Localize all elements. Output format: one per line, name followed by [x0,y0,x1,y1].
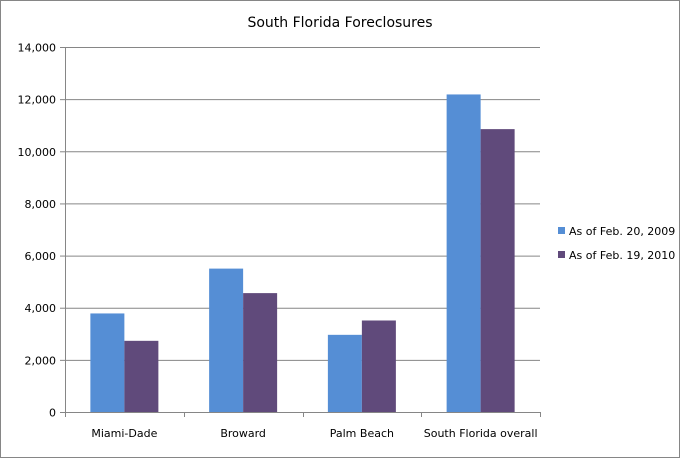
legend-label: As of Feb. 19, 2010 [569,249,675,262]
y-tick-label: 14,000 [18,42,57,55]
bar-miami-dade-series-2 [124,340,159,412]
x-category-label: Broward [220,427,266,440]
bar-south-florida-overall-series-2 [480,129,515,412]
x-category-label: Miami-Dade [91,427,157,440]
bar-south-florida-overall-series-1 [446,94,481,412]
y-tick-label: 10,000 [18,146,57,159]
y-tick-label: 0 [49,407,56,420]
y-tick-label: 12,000 [18,94,57,107]
y-tick-label: 6,000 [25,250,57,263]
chart-title: South Florida Foreclosures [247,15,432,31]
bar-palm-beach-series-1 [327,334,362,412]
x-axis: Miami-Dade Broward Palm Beach South Florida… [60,412,541,440]
legend-swatch [558,251,565,258]
y-axis: 0 2,000 4,000 6,000 8,000 10,000 12,000 14,000 [18,42,66,420]
bars [90,94,515,412]
bar-broward-series-2 [243,293,278,412]
bar-miami-dade-series-1 [90,313,125,412]
legend: As of Feb. 20, 2009 As of Feb. 19, 2010 [558,225,675,262]
y-tick-label: 2,000 [25,354,57,367]
y-tick-label: 4,000 [25,302,57,315]
y-tick-label: 8,000 [25,198,57,211]
x-category-label: South Florida overall [424,427,538,440]
bar-palm-beach-series-2 [361,320,396,412]
legend-swatch [558,227,565,234]
legend-label: As of Feb. 20, 2009 [569,225,675,238]
bar-broward-series-1 [209,268,244,412]
x-category-label: Palm Beach [330,427,394,440]
